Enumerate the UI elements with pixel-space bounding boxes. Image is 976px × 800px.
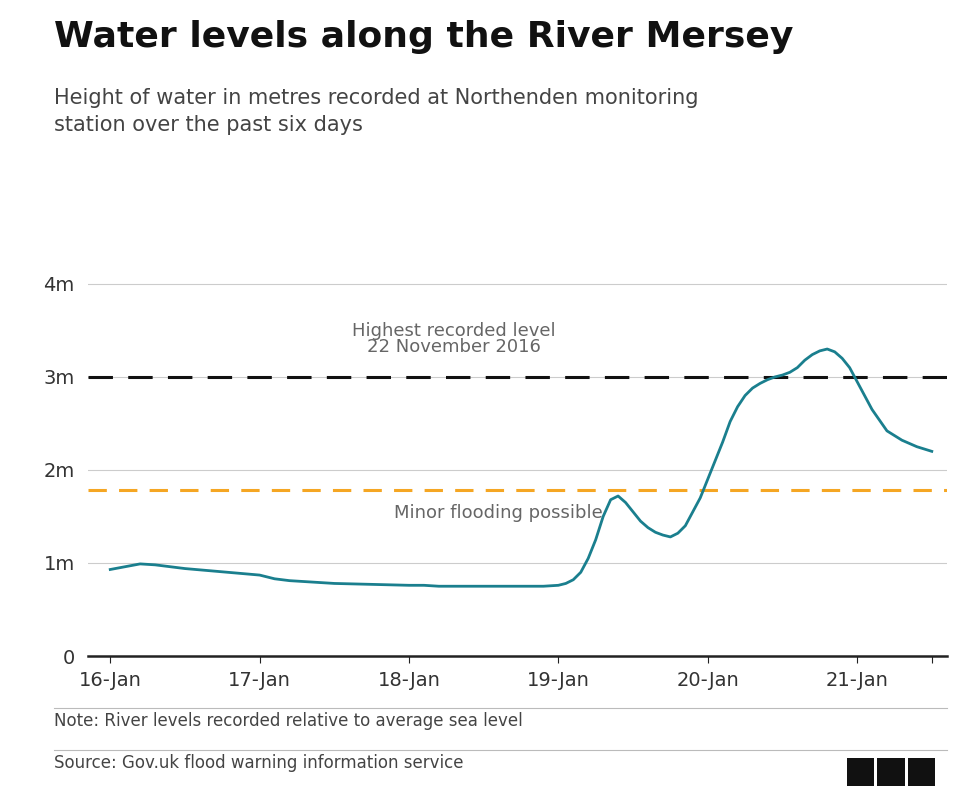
Text: Source: Gov.uk flood warning information service: Source: Gov.uk flood warning information… (54, 754, 464, 773)
Text: C: C (915, 765, 927, 779)
Text: Highest recorded level: Highest recorded level (352, 322, 555, 340)
Text: Height of water in metres recorded at Northenden monitoring
station over the pas: Height of water in metres recorded at No… (54, 88, 698, 135)
Text: B: B (855, 765, 867, 779)
Text: 22 November 2016: 22 November 2016 (367, 338, 541, 357)
Text: Note: River levels recorded relative to average sea level: Note: River levels recorded relative to … (54, 712, 522, 730)
Text: B: B (885, 765, 897, 779)
Text: Minor flooding possible: Minor flooding possible (394, 504, 603, 522)
Text: Water levels along the River Mersey: Water levels along the River Mersey (54, 20, 793, 54)
